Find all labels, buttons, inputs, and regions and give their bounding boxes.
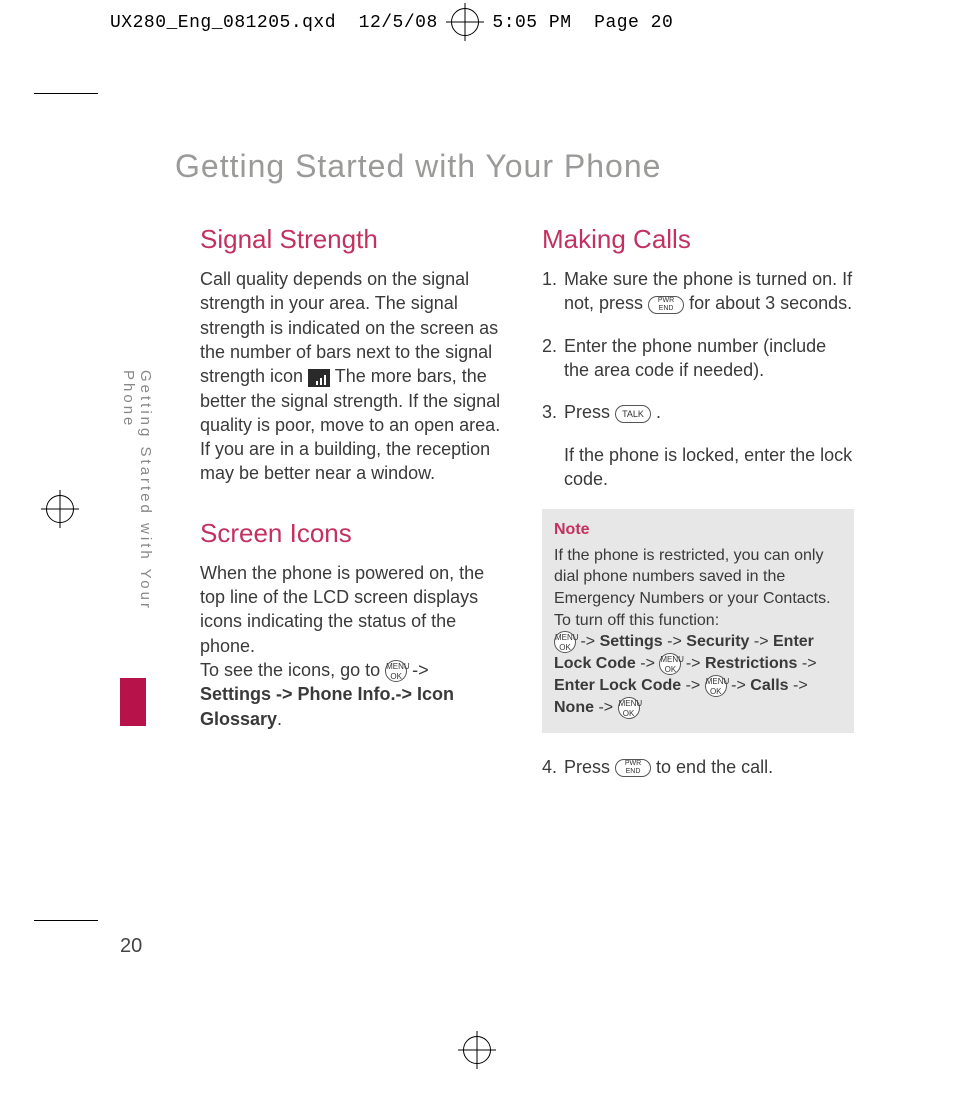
screen-icons-body: When the phone is powered on, the top li… — [200, 561, 512, 731]
registration-mark — [451, 8, 479, 36]
signal-bars-icon — [308, 369, 330, 387]
menu-path-seg: Calls — [750, 677, 788, 694]
page-title: Getting Started with Your Phone — [175, 148, 661, 185]
menu-path-seg: Enter Lock Code — [554, 677, 681, 694]
making-calls-steps-cont: Press PWREND to end the call. — [542, 755, 854, 779]
step-2: Enter the phone number (include the area… — [542, 334, 854, 383]
menu-ok-key-icon: MENUOK — [659, 653, 681, 675]
menu-path-seg: Security — [686, 633, 749, 650]
text: . — [277, 709, 282, 729]
crop-mark — [34, 920, 98, 921]
slug-page: Page 20 — [594, 13, 673, 33]
signal-strength-body: Call quality depends on the signal stren… — [200, 267, 512, 486]
text: for about 3 seconds. — [689, 293, 852, 313]
locked-hint: If the phone is locked, enter the lock c… — [542, 443, 854, 492]
note-box: Note If the phone is restricted, you can… — [542, 509, 854, 733]
registration-mark — [46, 495, 74, 523]
text: Press — [564, 402, 615, 422]
menu-path-seg: None — [554, 699, 594, 716]
crop-mark — [34, 93, 98, 94]
side-accent-bar — [120, 678, 146, 726]
content-columns: Signal Strength Call quality depends on … — [200, 222, 854, 797]
arrow: -> — [598, 699, 617, 716]
end-key-icon: PWREND — [615, 759, 651, 777]
arrow: -> — [580, 633, 599, 650]
menu-path-seg: Settings — [600, 633, 663, 650]
page-number: 20 — [120, 935, 142, 958]
section-signal-strength: Signal Strength Call quality depends on … — [200, 222, 512, 486]
note-title: Note — [554, 519, 842, 541]
right-column: Making Calls Make sure the phone is turn… — [542, 222, 854, 797]
note-body: If the phone is restricted, you can only… — [554, 545, 842, 719]
registration-mark-bottom — [461, 1036, 493, 1064]
slug-filename: UX280_Eng_081205.qxd — [110, 13, 336, 33]
text: Press — [564, 757, 615, 777]
heading-signal-strength: Signal Strength — [200, 222, 512, 257]
slug-date: 12/5/08 — [359, 13, 438, 33]
menu-path: Settings -> Phone Info.-> Icon Glossary — [200, 684, 454, 728]
arrow: -> — [686, 655, 705, 672]
text: -> — [412, 660, 429, 680]
side-tab: Getting Started with Your Phone — [120, 370, 146, 670]
text: . — [656, 402, 661, 422]
arrow: -> — [793, 677, 808, 694]
step-4: Press PWREND to end the call. — [542, 755, 854, 779]
text: When the phone is powered on, the top li… — [200, 563, 484, 656]
heading-making-calls: Making Calls — [542, 222, 854, 257]
arrow: -> — [686, 677, 705, 694]
slug-time: 5:05 PM — [492, 13, 571, 33]
menu-path-seg: Restrictions — [705, 655, 797, 672]
side-running-head: Getting Started with Your Phone — [120, 370, 154, 670]
print-slug: UX280_Eng_081205.qxd 12/5/08 5:05 PM Pag… — [110, 8, 673, 36]
step-3: Press TALK . — [542, 400, 854, 424]
menu-ok-key-icon: MENUOK — [705, 675, 727, 697]
arrow: -> — [731, 677, 750, 694]
menu-ok-key-icon: MENUOK — [554, 631, 576, 653]
text: If the phone is restricted, you can only… — [554, 547, 831, 629]
menu-ok-key-icon: MENUOK — [618, 697, 640, 719]
arrow: -> — [640, 655, 659, 672]
arrow: -> — [754, 633, 773, 650]
menu-ok-key-icon: MENUOK — [385, 660, 407, 682]
arrow: -> — [667, 633, 686, 650]
registration-mark — [463, 1036, 491, 1064]
heading-screen-icons: Screen Icons — [200, 516, 512, 551]
text: to end the call. — [656, 757, 773, 777]
section-screen-icons: Screen Icons When the phone is powered o… — [200, 516, 512, 731]
arrow: -> — [802, 655, 817, 672]
talk-key-icon: TALK — [615, 405, 651, 423]
step-1: Make sure the phone is turned on. If not… — [542, 267, 854, 316]
text: To see the icons, go to — [200, 660, 385, 680]
left-column: Signal Strength Call quality depends on … — [200, 222, 512, 797]
making-calls-steps: Make sure the phone is turned on. If not… — [542, 267, 854, 424]
end-key-icon: PWREND — [648, 296, 684, 314]
